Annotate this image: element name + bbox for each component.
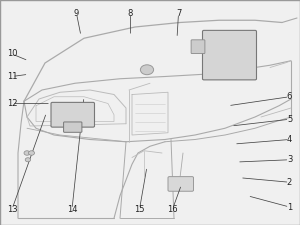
Text: 3: 3: [287, 155, 292, 164]
Text: 14: 14: [67, 205, 77, 214]
Circle shape: [28, 151, 34, 155]
Text: 15: 15: [134, 205, 145, 214]
Text: 10: 10: [7, 50, 17, 58]
Text: 12: 12: [7, 99, 17, 108]
Text: 5: 5: [287, 115, 292, 124]
FancyBboxPatch shape: [64, 122, 82, 132]
Text: 7: 7: [176, 9, 181, 18]
Text: 9: 9: [74, 9, 79, 18]
Text: 1: 1: [287, 202, 292, 211]
Circle shape: [140, 65, 154, 75]
Text: 8: 8: [128, 9, 133, 18]
Circle shape: [25, 158, 31, 162]
Text: 4: 4: [287, 135, 292, 144]
Text: 16: 16: [167, 205, 178, 214]
Circle shape: [24, 151, 30, 155]
FancyBboxPatch shape: [51, 102, 94, 127]
Text: 13: 13: [7, 205, 17, 214]
FancyBboxPatch shape: [191, 40, 205, 54]
FancyBboxPatch shape: [168, 177, 194, 191]
Text: 6: 6: [287, 92, 292, 101]
FancyBboxPatch shape: [202, 30, 256, 80]
Text: 11: 11: [7, 72, 17, 81]
Text: 2: 2: [287, 178, 292, 187]
